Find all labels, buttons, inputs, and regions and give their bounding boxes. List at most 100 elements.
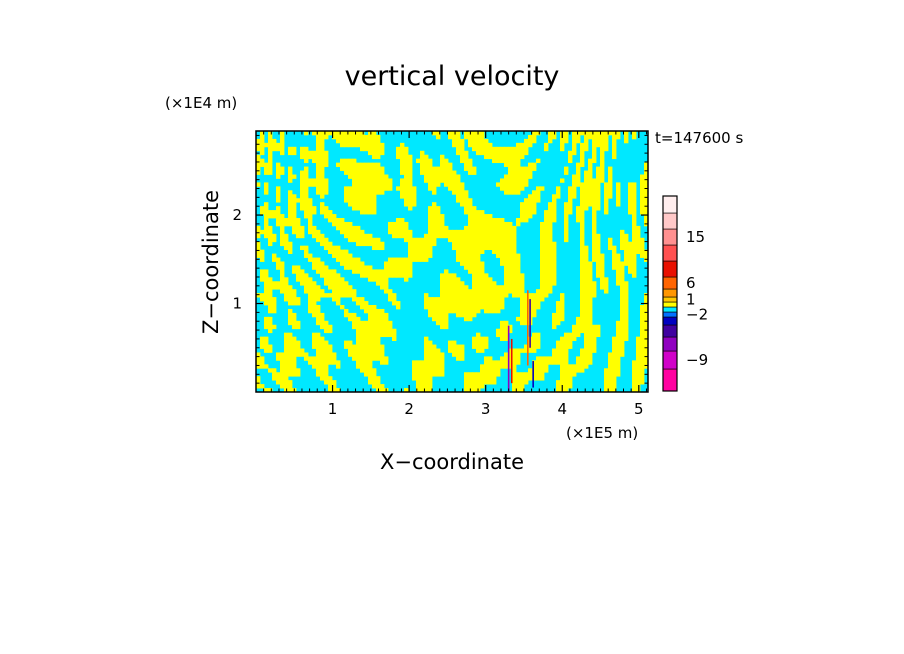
field-cell	[280, 285, 285, 290]
field-cell	[616, 131, 621, 136]
field-cell	[536, 372, 541, 377]
field-cell	[380, 166, 385, 171]
field-cell	[644, 328, 648, 334]
field-cell	[444, 158, 449, 164]
field-cell	[620, 328, 625, 334]
field-cell	[348, 142, 353, 148]
field-cell	[540, 229, 545, 235]
field-cell	[568, 344, 573, 349]
field-cell	[320, 166, 325, 171]
colorbar-tick-label: 6	[686, 274, 696, 292]
field-cell	[368, 344, 373, 349]
field-cell	[516, 166, 521, 171]
field-cell	[552, 273, 557, 278]
field-cell	[608, 237, 613, 243]
field-cell	[544, 249, 549, 254]
field-cell	[276, 146, 281, 152]
field-cell	[448, 237, 453, 243]
field-cell	[524, 166, 529, 171]
field-cell	[612, 253, 617, 258]
field-cell	[364, 182, 369, 187]
field-cell	[460, 312, 465, 318]
field-cell	[356, 360, 361, 365]
field-cell	[544, 364, 549, 369]
field-cell	[612, 245, 617, 251]
field-cell	[368, 146, 373, 152]
field-cell	[500, 154, 505, 160]
field-cell	[584, 170, 589, 175]
field-cell	[292, 202, 297, 207]
field-cell	[580, 146, 585, 152]
field-cell	[320, 138, 325, 144]
field-cell	[632, 257, 637, 262]
field-cell	[316, 170, 321, 175]
field-cell	[580, 301, 585, 306]
field-cell	[560, 376, 565, 381]
field-cell	[476, 138, 481, 144]
field-cell	[428, 170, 433, 175]
field-cell	[344, 312, 349, 318]
field-cell	[304, 186, 309, 191]
field-cell	[288, 297, 293, 302]
field-cell	[640, 249, 645, 254]
field-cell	[320, 356, 325, 361]
field-cell	[484, 336, 489, 341]
field-cell	[480, 340, 485, 345]
field-cell	[360, 206, 365, 211]
field-cell	[428, 178, 433, 183]
field-cell	[416, 388, 421, 392]
field-cell	[508, 328, 513, 334]
field-cell	[356, 194, 361, 199]
field-cell	[612, 257, 617, 262]
field-cell	[504, 233, 509, 239]
field-cell	[536, 186, 541, 191]
field-cell	[620, 289, 625, 294]
field-cell	[516, 352, 521, 357]
field-cell	[472, 376, 477, 381]
field-cell	[348, 293, 353, 298]
field-cell	[292, 214, 297, 219]
field-cell	[636, 372, 641, 377]
field-cell	[280, 225, 285, 231]
field-cell	[496, 308, 501, 314]
field-cell	[372, 320, 377, 326]
field-cell	[388, 221, 393, 227]
field-cell	[592, 190, 597, 195]
field-cell	[476, 344, 481, 349]
field-cell	[268, 344, 273, 349]
field-cell	[348, 166, 353, 171]
field-cell	[452, 190, 457, 195]
field-cell	[276, 170, 281, 175]
field-cell	[408, 241, 413, 247]
field-cell	[596, 202, 601, 207]
field-cell	[404, 194, 409, 199]
field-cell	[364, 202, 369, 207]
field-cell	[480, 261, 485, 266]
field-cell	[568, 364, 573, 369]
field-cell	[276, 285, 281, 290]
field-cell	[292, 348, 297, 353]
field-cell	[316, 146, 321, 152]
field-cell	[600, 142, 605, 148]
field-cell	[592, 214, 597, 219]
field-cell	[512, 368, 517, 373]
field-cell	[372, 182, 377, 187]
field-cell	[628, 253, 633, 258]
field-cell	[288, 285, 293, 290]
field-cell	[436, 166, 441, 171]
field-cell	[580, 233, 585, 239]
field-cell	[348, 312, 353, 318]
field-cell	[588, 297, 593, 302]
field-cell	[584, 265, 589, 270]
field-cell	[484, 245, 489, 251]
field-cell	[268, 131, 273, 136]
field-cell	[368, 324, 373, 330]
field-cell	[596, 174, 601, 179]
field-cell	[348, 237, 353, 243]
field-cell	[556, 305, 561, 310]
field-cell	[352, 166, 357, 171]
field-cell	[348, 190, 353, 195]
field-cell	[260, 293, 265, 298]
field-cell	[544, 257, 549, 262]
field-cell	[476, 225, 481, 231]
